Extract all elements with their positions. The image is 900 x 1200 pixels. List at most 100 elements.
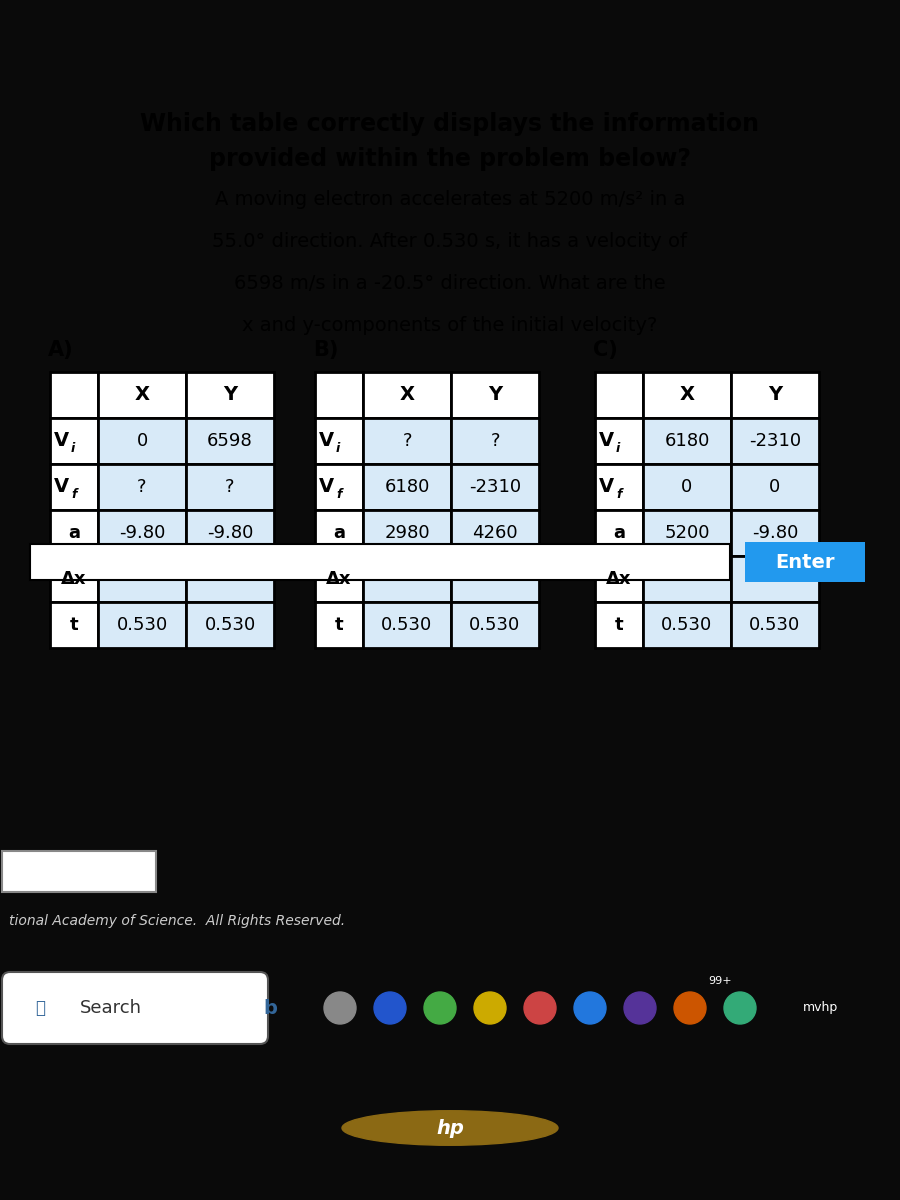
Bar — [731, 602, 819, 648]
Bar — [50, 372, 98, 418]
Text: f: f — [336, 487, 341, 500]
Bar — [98, 602, 186, 648]
Text: A moving electron accelerates at 5200 m/s² in a: A moving electron accelerates at 5200 m/… — [215, 190, 685, 209]
Bar — [98, 372, 186, 418]
Bar — [186, 464, 274, 510]
Bar — [315, 418, 363, 464]
Text: -9.80: -9.80 — [752, 524, 798, 542]
Bar — [363, 602, 451, 648]
Text: V: V — [319, 432, 334, 450]
Text: i: i — [336, 442, 340, 455]
Text: t: t — [615, 616, 624, 634]
Text: x and y-components of the initial velocity?: x and y-components of the initial veloci… — [242, 316, 658, 335]
Bar — [315, 556, 363, 602]
Circle shape — [674, 992, 706, 1024]
Text: 6180: 6180 — [384, 478, 429, 496]
Bar — [363, 418, 451, 464]
Text: Y: Y — [768, 385, 782, 404]
Bar — [643, 602, 731, 648]
Text: 0.530: 0.530 — [662, 616, 713, 634]
Circle shape — [324, 992, 356, 1024]
Text: A): A) — [48, 340, 74, 360]
Text: 0.530: 0.530 — [470, 616, 520, 634]
Bar — [643, 464, 731, 510]
Text: a: a — [333, 524, 345, 542]
Text: V: V — [598, 432, 614, 450]
Text: 0.530: 0.530 — [116, 616, 167, 634]
Bar — [50, 418, 98, 464]
Circle shape — [342, 1111, 558, 1145]
Bar — [50, 510, 98, 556]
Circle shape — [524, 992, 556, 1024]
Bar — [595, 372, 643, 418]
Bar — [30, 544, 730, 580]
Text: -9.80: -9.80 — [207, 524, 253, 542]
Bar — [643, 418, 731, 464]
Text: 0: 0 — [137, 432, 148, 450]
Text: ?: ? — [402, 432, 412, 450]
Text: V: V — [319, 478, 334, 497]
Text: 99+: 99+ — [708, 976, 732, 986]
Text: t: t — [69, 616, 78, 634]
Text: t: t — [335, 616, 343, 634]
Text: 6598 m/s in a -20.5° direction. What are the: 6598 m/s in a -20.5° direction. What are… — [234, 274, 666, 293]
Bar — [595, 510, 643, 556]
Text: 55.0° direction. After 0.530 s, it has a velocity of: 55.0° direction. After 0.530 s, it has a… — [212, 232, 688, 251]
Text: hp: hp — [436, 1118, 464, 1138]
Text: Δx: Δx — [326, 570, 352, 588]
Text: a: a — [613, 524, 625, 542]
Text: V: V — [54, 478, 69, 497]
Text: ?: ? — [137, 478, 147, 496]
Bar — [2, 851, 156, 892]
Bar — [98, 510, 186, 556]
Bar — [731, 418, 819, 464]
Text: provided within the problem below?: provided within the problem below? — [209, 146, 691, 170]
Text: ?: ? — [491, 432, 500, 450]
Bar — [595, 418, 643, 464]
Circle shape — [574, 992, 606, 1024]
Bar — [595, 602, 643, 648]
Text: 6598: 6598 — [207, 432, 253, 450]
Text: 5200: 5200 — [664, 524, 710, 542]
Bar — [451, 602, 539, 648]
Text: a: a — [68, 524, 80, 542]
Bar — [451, 464, 539, 510]
Bar — [363, 556, 451, 602]
Text: 0.530: 0.530 — [204, 616, 256, 634]
Circle shape — [374, 992, 406, 1024]
Text: mvhp: mvhp — [803, 1002, 838, 1014]
Text: -9.80: -9.80 — [119, 524, 166, 542]
Text: Enter: Enter — [775, 552, 835, 571]
Bar — [643, 372, 731, 418]
Bar — [731, 510, 819, 556]
Bar — [451, 510, 539, 556]
Text: f: f — [71, 487, 76, 500]
Bar — [315, 602, 363, 648]
Bar — [643, 510, 731, 556]
Text: 0.530: 0.530 — [382, 616, 433, 634]
Text: B): B) — [313, 340, 338, 360]
Text: -2310: -2310 — [749, 432, 801, 450]
Text: 0.530: 0.530 — [750, 616, 801, 634]
Circle shape — [624, 992, 656, 1024]
Text: 4260: 4260 — [472, 524, 518, 542]
Bar — [50, 602, 98, 648]
Text: Which table correctly displays the information: Which table correctly displays the infor… — [140, 112, 760, 136]
Bar — [595, 464, 643, 510]
Text: X: X — [400, 385, 415, 404]
Bar — [186, 510, 274, 556]
Text: Y: Y — [488, 385, 502, 404]
Bar — [451, 556, 539, 602]
Text: 2980: 2980 — [384, 524, 430, 542]
Bar — [186, 418, 274, 464]
Bar — [643, 556, 731, 602]
Bar — [98, 418, 186, 464]
Bar — [363, 464, 451, 510]
Bar — [50, 556, 98, 602]
Bar — [186, 602, 274, 648]
Bar — [731, 556, 819, 602]
Bar — [731, 464, 819, 510]
Text: ?: ? — [225, 478, 235, 496]
Circle shape — [724, 992, 756, 1024]
Text: X: X — [134, 385, 149, 404]
